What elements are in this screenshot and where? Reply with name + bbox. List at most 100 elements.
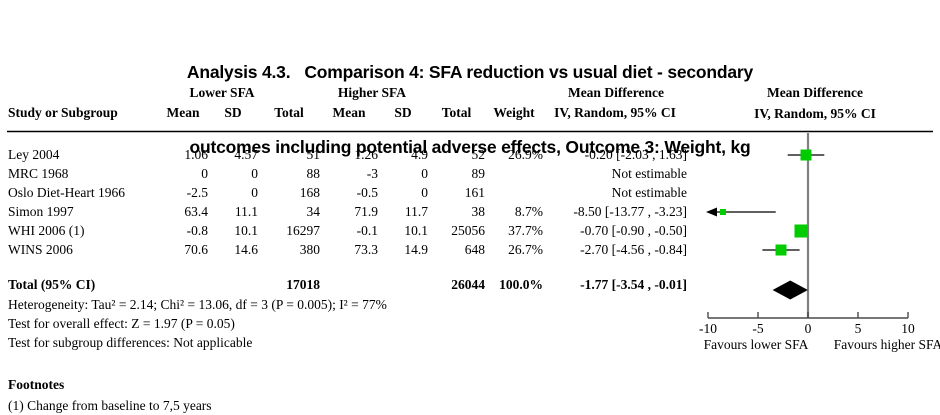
study-name: MRC 1968 — [8, 166, 69, 181]
study-name: Simon 1997 — [8, 204, 74, 219]
cell-total1: 88 — [306, 166, 321, 181]
cell-sd2: 0 — [421, 166, 428, 181]
cell-weight: 37.7% — [508, 223, 543, 238]
cell-total2: 25056 — [451, 223, 485, 238]
cell-sd2: 0 — [421, 185, 428, 200]
cell-mean2: 73.3 — [354, 242, 378, 257]
table-row: WINS 2006 70.6 14.6 380 73.3 14.9 648 26… — [8, 240, 687, 260]
total-md: -1.77 [-3.54 , -0.01] — [580, 277, 687, 292]
cell-weight: 26.9% — [508, 147, 543, 162]
cell-total2: 648 — [464, 242, 485, 257]
cell-sd1: 14.6 — [234, 242, 258, 257]
column-header-md-text: Mean Difference — [567, 85, 665, 100]
header-weight: Weight — [493, 105, 535, 120]
header-total-higher: Total — [441, 105, 472, 120]
cell-total2: 38 — [471, 204, 486, 219]
cell-total2: 52 — [471, 147, 486, 162]
cell-total1: 16297 — [286, 223, 320, 238]
cell-mean1: -0.8 — [186, 223, 208, 238]
cell-total1: 34 — [306, 204, 321, 219]
cell-mean1: 0 — [201, 166, 208, 181]
heterogeneity-stats: Heterogeneity: Tau² = 2.14; Chi² = 13.06… — [8, 297, 387, 312]
header-total-lower: Total — [274, 105, 304, 120]
x-axis-tick-label: 5 — [855, 321, 862, 336]
cell-weight — [485, 164, 543, 184]
table-row: MRC 1968 0 0 88 -3 0 89 Not estimable — [8, 164, 687, 184]
group-header-higher-sfa: Higher SFA — [337, 85, 407, 100]
cell-weight — [485, 183, 543, 203]
column-subheader-md-graph: IV, Random, 95% CI — [754, 106, 876, 121]
cell-sd2: 14.9 — [404, 242, 428, 257]
figure-title-line2: outcomes including potential adverse eff… — [189, 137, 751, 157]
x-axis-tick-label: -5 — [752, 321, 763, 336]
study-name: Oslo Diet-Heart 1966 — [8, 185, 125, 200]
cell-total2: 161 — [464, 185, 485, 200]
group-header-lower-sfa: Lower SFA — [189, 85, 255, 100]
total-n-lower: 17018 — [286, 277, 320, 292]
cell-sd1: 0 — [251, 185, 258, 200]
study-effect-marker — [794, 224, 808, 238]
cell-mean2: 1.26 — [354, 147, 378, 162]
cell-md: -2.70 [-4.56 , -0.84] — [580, 242, 687, 257]
total-diamond — [772, 280, 808, 300]
header-sd-lower: SD — [224, 105, 242, 120]
cell-md: -0.70 [-0.90 , -0.50] — [580, 223, 687, 238]
header-md-subtitle-text: IV, Random, 95% CI — [554, 105, 676, 120]
cell-mean1: 1.06 — [184, 147, 208, 162]
cell-total1: 51 — [306, 147, 321, 162]
cell-md: -8.50 [-13.77 , -3.23] — [573, 204, 687, 219]
cell-sd1: 4.57 — [234, 147, 258, 162]
x-axis-tick-label: -10 — [699, 321, 717, 336]
subgroup-test: Test for subgroup differences: Not appli… — [8, 335, 253, 350]
header-sd-higher: SD — [394, 105, 412, 120]
cell-mean1: 63.4 — [184, 204, 208, 219]
table-row: WHI 2006 (1) -0.8 10.1 16297 -0.1 10.1 2… — [8, 221, 687, 241]
cell-total1: 168 — [299, 185, 320, 200]
cell-sd1: 11.1 — [234, 204, 258, 219]
total-weight: 100.0% — [499, 277, 543, 292]
total-n-higher: 26044 — [451, 277, 485, 292]
cell-mean2: -0.1 — [356, 223, 378, 238]
cell-sd1: 0 — [251, 166, 258, 181]
cell-sd2: 11.7 — [404, 204, 428, 219]
footnotes-heading: Footnotes — [8, 377, 65, 392]
cell-md: Not estimable — [611, 185, 687, 200]
cell-total2: 89 — [471, 166, 486, 181]
cell-mean2: -0.5 — [356, 185, 378, 200]
figure-title: Analysis 4.3. Comparison 4: SFA reductio… — [0, 10, 940, 210]
table-header-row: Study or Subgroup Mean SD Total Mean SD … — [8, 103, 687, 123]
cell-md: Not estimable — [611, 166, 687, 181]
column-header-md-graph: Mean Difference — [766, 85, 864, 100]
cell-mean1: 70.6 — [184, 242, 208, 257]
table-row: Simon 1997 63.4 11.1 34 71.9 11.7 38 8.7… — [8, 202, 687, 222]
total-row: Total (95% CI) 17018 26044 100.0% -1.77 … — [8, 275, 687, 295]
header-mean-higher: Mean — [332, 105, 366, 120]
figure-title-line1: Analysis 4.3. Comparison 4: SFA reductio… — [186, 62, 754, 82]
study-name: WHI 2006 (1) — [8, 223, 85, 238]
cell-sd2: 4.9 — [411, 147, 428, 162]
cell-md: -0.20 [-2.03 , 1.63] — [584, 147, 687, 162]
overall-effect-test: Test for overall effect: Z = 1.97 (P = 0… — [8, 316, 235, 331]
total-label: Total (95% CI) — [8, 277, 96, 292]
cell-weight: 26.7% — [508, 242, 543, 257]
x-axis-tick-label: 10 — [901, 321, 915, 336]
cell-sd2: 10.1 — [404, 223, 428, 238]
axis-label-favours-higher: Favours higher SFA — [833, 337, 940, 352]
study-effect-marker — [775, 244, 787, 256]
x-axis-tick-label: 0 — [805, 321, 812, 336]
header-study: Study or Subgroup — [8, 105, 118, 120]
cell-weight: 8.7% — [514, 204, 543, 219]
cell-mean2: 71.9 — [354, 204, 378, 219]
axis-label-favours-lower: Favours lower SFA — [703, 337, 809, 352]
cell-total1: 380 — [299, 242, 320, 257]
cell-sd1: 10.1 — [234, 223, 258, 238]
study-name: WINS 2006 — [8, 242, 73, 257]
cell-mean2: -3 — [366, 166, 378, 181]
header-mean-lower: Mean — [166, 105, 200, 120]
study-name: Ley 2004 — [8, 147, 60, 162]
footnote-item: (1) Change from baseline to 7,5 years — [8, 398, 212, 413]
table-row: Oslo Diet-Heart 1966 -2.5 0 168 -0.5 0 1… — [8, 183, 687, 203]
table-row: Ley 2004 1.06 4.57 51 1.26 4.9 52 26.9% … — [8, 145, 687, 165]
cell-mean1: -2.5 — [186, 185, 208, 200]
